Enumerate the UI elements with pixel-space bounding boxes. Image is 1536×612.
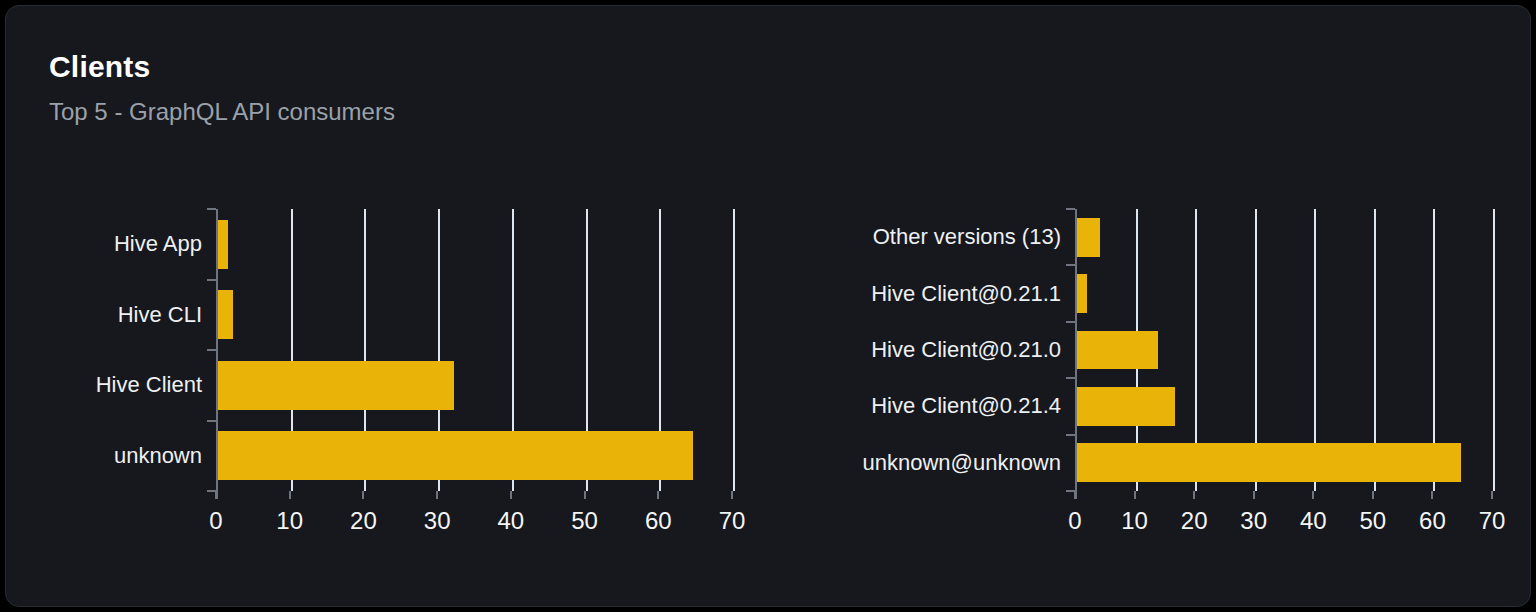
x-tick-label: 10: [276, 507, 303, 535]
bar: [218, 220, 228, 269]
bar: [1077, 274, 1087, 313]
x-axis-tick: [362, 491, 364, 499]
y-axis-tick: [1066, 264, 1075, 266]
category-label: unknown: [61, 421, 216, 492]
bar: [1077, 218, 1100, 257]
bar-row: [218, 421, 734, 492]
category-axis: Other versions (13)Hive Client@0.21.1Hiv…: [844, 209, 1075, 491]
x-axis-ticks: [216, 491, 732, 499]
bars-layer: [218, 209, 734, 491]
category-label: Hive Client@0.21.1: [844, 265, 1075, 321]
bar-row: [1077, 209, 1494, 265]
x-axis-tick: [215, 491, 217, 499]
bar-row: [1077, 322, 1494, 378]
bar-row: [218, 280, 734, 351]
plot-area: [1075, 209, 1494, 491]
chart-clients-by-name: Hive AppHive CLIHive Clientunknown 0 10 20 3…: [61, 209, 761, 554]
x-tick-label: 70: [719, 507, 746, 535]
bar: [218, 431, 693, 480]
x-tick-label: 30: [424, 507, 451, 535]
y-axis-tick: [207, 208, 216, 210]
category-label: Hive Client@0.21.4: [844, 378, 1075, 434]
category-label: Hive App: [61, 209, 216, 280]
x-axis-tick: [1312, 491, 1314, 499]
category-axis: Hive AppHive CLIHive Clientunknown: [61, 209, 216, 491]
chart-clients-by-version: Other versions (13)Hive Client@0.21.1Hiv…: [844, 209, 1524, 554]
category-label: Hive Client@0.21.0: [844, 322, 1075, 378]
y-axis-tick: [1066, 377, 1075, 379]
bar-row: [218, 209, 734, 280]
x-axis-labels: 010203040506070: [216, 507, 732, 539]
bar-row: [218, 350, 734, 421]
x-tick-label: 60: [645, 507, 672, 535]
x-tick-label: 10: [1121, 507, 1148, 535]
y-axis-tick: [1066, 321, 1075, 323]
x-tick-label: 0: [1068, 507, 1081, 535]
x-axis-tick: [1134, 491, 1136, 499]
y-axis-tick: [207, 349, 216, 351]
x-axis-tick: [657, 491, 659, 499]
y-axis-tick: [1066, 208, 1075, 210]
bars-layer: [1077, 209, 1494, 491]
y-axis-tick: [207, 420, 216, 422]
x-axis-tick: [1253, 491, 1255, 499]
x-axis-tick: [436, 491, 438, 499]
bar-row: [1077, 378, 1494, 434]
plot-area: [216, 209, 734, 491]
x-tick-label: 60: [1419, 507, 1446, 535]
x-axis-tick: [1193, 491, 1195, 499]
x-axis-tick: [1491, 491, 1493, 499]
x-axis-ticks: [1075, 491, 1492, 499]
x-tick-label: 40: [497, 507, 524, 535]
category-label: Other versions (13): [844, 209, 1075, 265]
bar-row: [1077, 265, 1494, 321]
x-tick-label: 70: [1479, 507, 1506, 535]
x-tick-label: 20: [350, 507, 377, 535]
bar-row: [1077, 435, 1494, 491]
card-title: Clients: [49, 50, 150, 84]
x-axis-tick: [584, 491, 586, 499]
bar: [218, 361, 454, 410]
x-tick-label: 20: [1181, 507, 1208, 535]
bar: [218, 290, 233, 339]
x-axis-tick: [1431, 491, 1433, 499]
x-axis-tick: [1074, 491, 1076, 499]
bar: [1077, 443, 1461, 482]
x-axis-tick: [1372, 491, 1374, 499]
x-axis-tick: [289, 491, 291, 499]
x-tick-label: 0: [209, 507, 222, 535]
clients-card: Clients Top 5 - GraphQL API consumers Hi…: [5, 5, 1531, 607]
x-tick-label: 30: [1240, 507, 1267, 535]
x-axis-tick: [731, 491, 733, 499]
category-label: Hive CLI: [61, 280, 216, 351]
category-label: unknown@unknown: [844, 435, 1075, 491]
x-axis-labels: 010203040506070: [1075, 507, 1492, 539]
card-subtitle: Top 5 - GraphQL API consumers: [49, 98, 395, 126]
bar: [1077, 331, 1158, 370]
y-axis-tick: [207, 279, 216, 281]
x-tick-label: 50: [1359, 507, 1386, 535]
x-tick-label: 50: [571, 507, 598, 535]
y-axis-tick: [1066, 434, 1075, 436]
x-tick-label: 40: [1300, 507, 1327, 535]
x-axis-tick: [510, 491, 512, 499]
bar: [1077, 387, 1175, 426]
category-label: Hive Client: [61, 350, 216, 421]
